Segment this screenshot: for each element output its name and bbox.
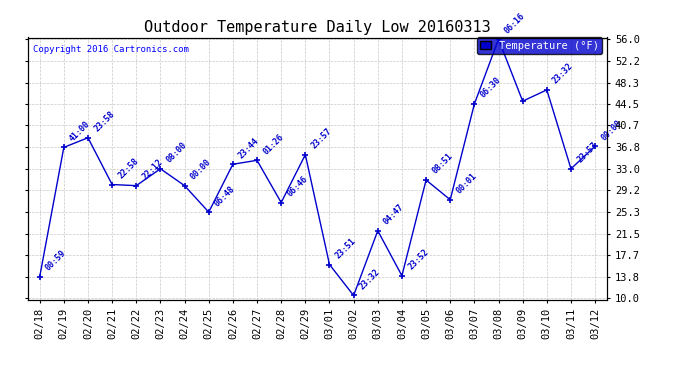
Text: 06:16: 06:16 (503, 11, 526, 35)
Legend: Temperature (°F): Temperature (°F) (477, 38, 602, 54)
Text: 00:59: 00:59 (44, 249, 68, 273)
Text: 04:47: 04:47 (382, 202, 406, 226)
Text: 08:51: 08:51 (431, 152, 454, 176)
Text: 22:12: 22:12 (141, 158, 164, 182)
Text: 41:00: 41:00 (68, 119, 92, 143)
Text: 23:32: 23:32 (358, 267, 382, 291)
Text: 06:30: 06:30 (479, 76, 502, 100)
Text: Copyright 2016 Cartronics.com: Copyright 2016 Cartronics.com (33, 45, 189, 54)
Text: 06:48: 06:48 (213, 184, 237, 208)
Text: 01:26: 01:26 (262, 132, 285, 156)
Text: 06:46: 06:46 (286, 174, 309, 198)
Title: Outdoor Temperature Daily Low 20160313: Outdoor Temperature Daily Low 20160313 (144, 20, 491, 35)
Text: 23:57: 23:57 (310, 126, 333, 150)
Text: 23:44: 23:44 (237, 136, 261, 160)
Text: 08:00: 08:00 (165, 141, 188, 165)
Text: 00:01: 00:01 (455, 171, 478, 196)
Text: 00:00: 00:00 (600, 118, 623, 142)
Text: 23:51: 23:51 (334, 236, 357, 260)
Text: 23:58: 23:58 (92, 110, 116, 134)
Text: 22:58: 22:58 (117, 156, 140, 180)
Text: 23:32: 23:32 (551, 62, 575, 86)
Text: 00:00: 00:00 (189, 158, 213, 182)
Text: 23:52: 23:52 (406, 248, 430, 272)
Text: 23:57: 23:57 (575, 141, 599, 165)
